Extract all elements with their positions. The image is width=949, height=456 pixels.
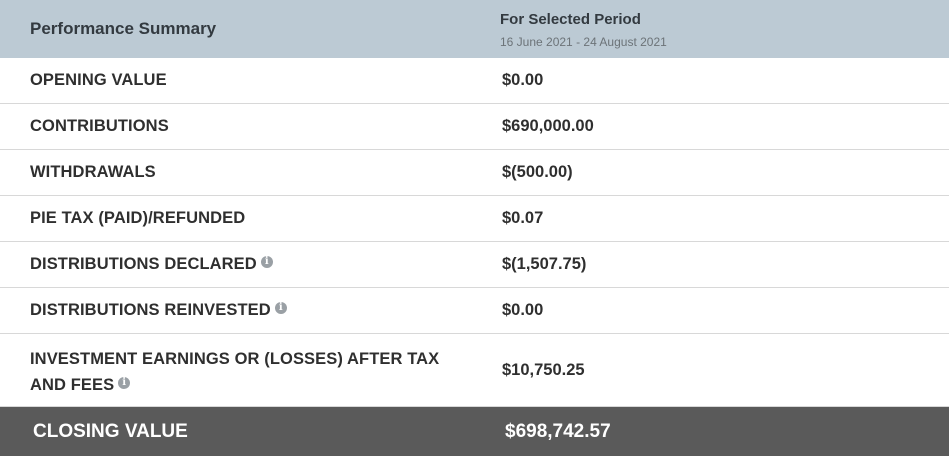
period-header: For Selected Period 16 June 2021 - 24 Au… [500, 10, 667, 50]
row-label: PIE TAX (PAID)/REFUNDED [30, 209, 246, 227]
header-title: Performance Summary [30, 19, 217, 38]
closing-value-row: CLOSING VALUE $698,742.57 [0, 407, 949, 456]
row-contributions: CONTRIBUTIONS $690,000.00 [0, 104, 949, 150]
table-header: Performance Summary For Selected Period … [0, 0, 949, 58]
row-investment-earnings: INVESTMENT EARNINGS OR (LOSSES) AFTER TA… [0, 334, 949, 407]
row-distributions-reinvested: DISTRIBUTIONS REINVESTED i $0.00 [0, 288, 949, 334]
period-range: 16 June 2021 - 24 August 2021 [500, 35, 667, 49]
closing-label: CLOSING VALUE [33, 421, 188, 442]
row-value: $(1,507.75) [502, 255, 587, 273]
closing-value: $698,742.57 [505, 421, 611, 442]
row-distributions-declared: DISTRIBUTIONS DECLARED i $(1,507.75) [0, 242, 949, 288]
row-label: CONTRIBUTIONS [30, 117, 169, 135]
row-label: OPENING VALUE [30, 71, 167, 89]
row-label: DISTRIBUTIONS REINVESTED [30, 301, 271, 319]
row-value: $0.00 [502, 71, 544, 89]
row-label-wrap: DISTRIBUTIONS REINVESTED i [30, 288, 287, 333]
row-value: $0.00 [502, 301, 544, 319]
row-pie-tax: PIE TAX (PAID)/REFUNDED $0.07 [0, 196, 949, 242]
period-title: For Selected Period [500, 11, 641, 28]
row-value: $0.07 [502, 209, 544, 227]
info-icon[interactable]: i [274, 302, 287, 314]
row-label: INVESTMENT EARNINGS OR (LOSSES) AFTER TA… [30, 350, 440, 394]
info-icon[interactable]: i [118, 377, 131, 389]
info-icon[interactable]: i [260, 256, 273, 268]
row-opening-value: OPENING VALUE $0.00 [0, 58, 949, 104]
row-value: $690,000.00 [502, 117, 594, 135]
row-label-wrap: DISTRIBUTIONS DECLARED i [30, 242, 273, 287]
row-label: WITHDRAWALS [30, 163, 156, 181]
row-value: $10,750.25 [502, 361, 585, 379]
row-label: DISTRIBUTIONS DECLARED [30, 255, 257, 273]
row-label-wrap: INVESTMENT EARNINGS OR (LOSSES) AFTER TA… [30, 346, 460, 398]
row-withdrawals: WITHDRAWALS $(500.00) [0, 150, 949, 196]
row-value: $(500.00) [502, 163, 573, 181]
